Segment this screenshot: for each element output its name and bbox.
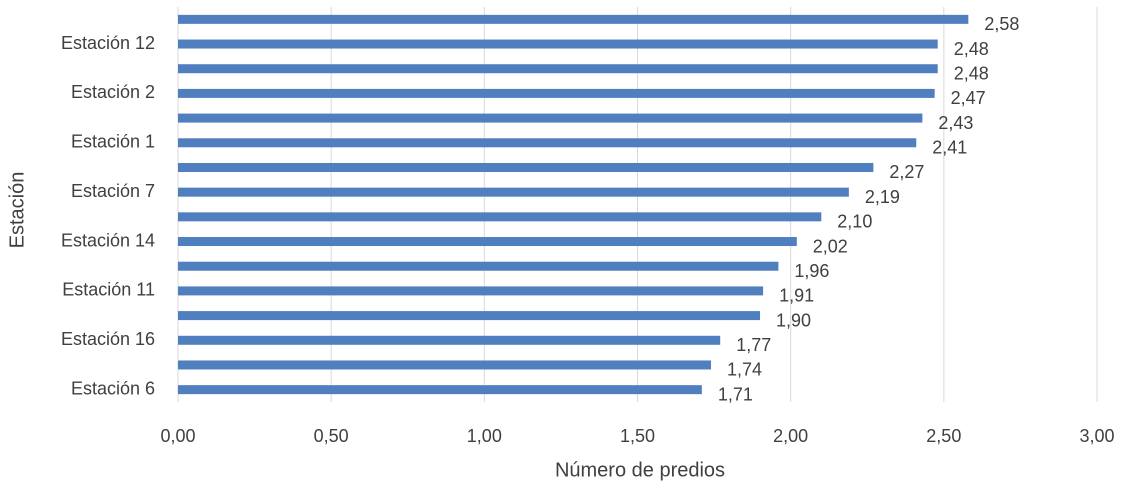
- value-label: 2,43: [938, 113, 973, 133]
- x-tick-label: 2,50: [926, 426, 961, 446]
- x-tick-label: 1,50: [620, 426, 655, 446]
- y-tick-label: Estación 16: [61, 329, 155, 349]
- value-label: 2,27: [889, 162, 924, 182]
- value-label: 2,48: [954, 63, 989, 83]
- value-label: 2,02: [813, 236, 848, 256]
- value-label: 1,90: [776, 310, 811, 330]
- y-tick-label: Estación 2: [71, 82, 155, 102]
- bar: [178, 187, 849, 197]
- x-axis-title: Número de predios: [555, 459, 725, 481]
- y-axis-title: Estación: [6, 172, 28, 249]
- bar: [178, 113, 923, 123]
- value-label: 2,41: [932, 138, 967, 158]
- value-label: 2,47: [951, 88, 986, 108]
- bar: [178, 212, 822, 222]
- y-tick-label: Estación 7: [71, 181, 155, 201]
- x-tick-label: 2,00: [773, 426, 808, 446]
- x-tick-label: 0,00: [160, 426, 195, 446]
- bar: [178, 64, 938, 74]
- value-label: 1,74: [727, 360, 762, 380]
- bar: [178, 162, 874, 172]
- bar: [178, 14, 969, 24]
- value-label: 2,10: [837, 212, 872, 232]
- y-tick-label: Estación 6: [71, 378, 155, 398]
- value-label: 1,71: [718, 384, 753, 404]
- bar: [178, 237, 797, 247]
- value-label: 2,58: [984, 14, 1019, 34]
- y-tick-label: Estación 1: [71, 132, 155, 152]
- bar: [178, 138, 917, 148]
- value-label: 1,96: [794, 261, 829, 281]
- y-tick-label: Estación 12: [61, 33, 155, 53]
- bar: [178, 335, 721, 345]
- y-tick-label: Estación 11: [62, 280, 155, 300]
- bar: [178, 39, 938, 49]
- value-label: 2,48: [954, 39, 989, 59]
- bar: [178, 385, 702, 395]
- value-label: 1,91: [779, 286, 814, 306]
- bar: [178, 261, 779, 271]
- y-tick-label: Estación 14: [61, 230, 155, 250]
- bar: [178, 88, 935, 98]
- x-tick-label: 3,00: [1079, 426, 1114, 446]
- bar: [178, 286, 764, 296]
- bar: [178, 311, 761, 321]
- x-tick-label: 0,50: [314, 426, 349, 446]
- value-label: 1,77: [736, 335, 771, 355]
- x-tick-label: 1,00: [467, 426, 502, 446]
- value-label: 2,19: [865, 187, 900, 207]
- bar: [178, 360, 712, 370]
